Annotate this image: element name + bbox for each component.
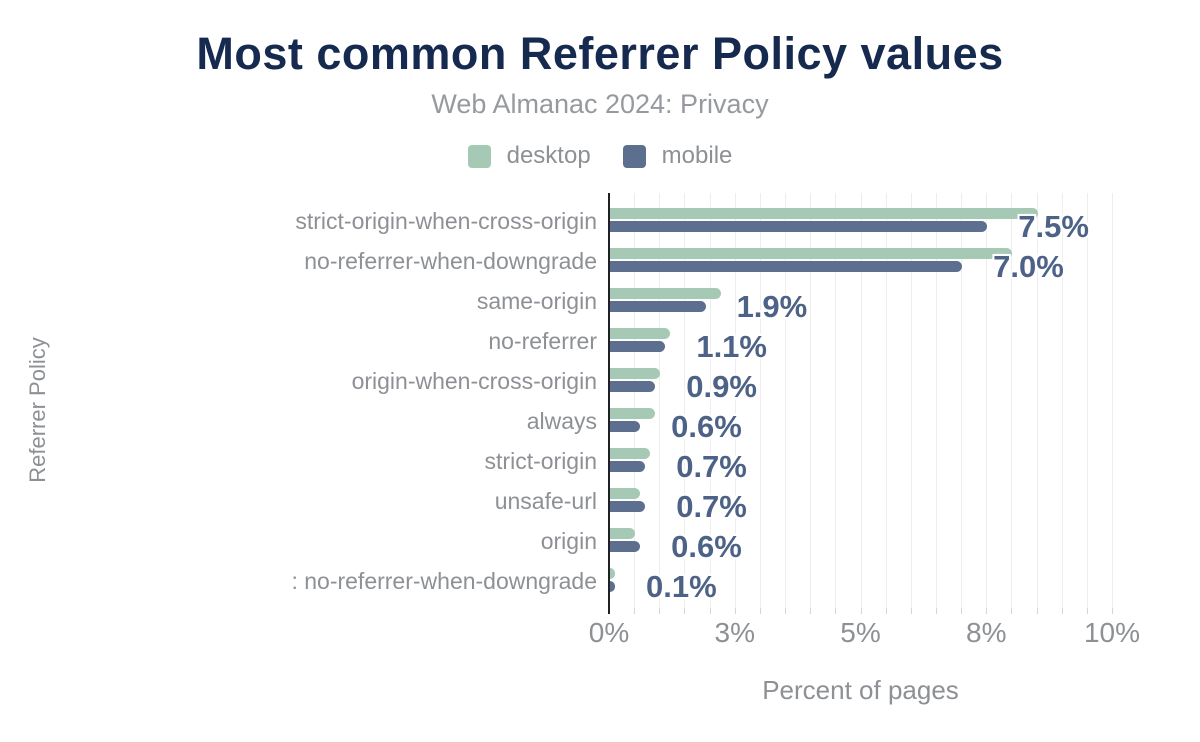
- gridline: [1011, 193, 1013, 608]
- x-tick-mark: [986, 608, 988, 614]
- value-label: 0.6%: [671, 408, 742, 444]
- y-axis-line: [608, 193, 610, 614]
- x-tick-label: 5%: [840, 617, 881, 648]
- gridline: [986, 193, 988, 608]
- bar-mobile: [610, 341, 666, 352]
- x-tick-mark: [1112, 608, 1113, 614]
- bar-mobile: [610, 501, 646, 512]
- bar-mobile: [610, 221, 988, 232]
- bar-mobile: [610, 381, 656, 392]
- gridline: [835, 193, 837, 608]
- x-tick-mark: [659, 608, 661, 614]
- bar-mobile: [610, 581, 616, 592]
- x-tick-label: 0%: [588, 617, 630, 648]
- bar-desktop: [610, 367, 661, 379]
- category-label: : no-referrer-when-downgrade: [291, 567, 597, 594]
- bar-desktop: [610, 247, 1013, 259]
- x-tick-mark: [860, 608, 862, 614]
- x-tick-mark: [684, 608, 686, 614]
- bar-desktop: [610, 447, 651, 459]
- x-axis-title: Percent of pages: [762, 675, 959, 705]
- x-tick-mark: [885, 608, 887, 614]
- x-tick-mark: [1011, 608, 1013, 614]
- bar-desktop: [610, 407, 656, 419]
- gridline: [910, 193, 912, 608]
- gridline: [885, 193, 887, 608]
- bar-desktop: [610, 527, 636, 539]
- value-label: 0.9%: [686, 368, 757, 404]
- value-label: 0.6%: [671, 528, 742, 564]
- bar-desktop: [610, 327, 671, 339]
- bar-desktop: [610, 487, 641, 499]
- x-tick-label: 3%: [714, 617, 755, 648]
- category-label: origin: [540, 527, 597, 554]
- x-tick-mark: [1036, 608, 1038, 614]
- x-tick-label: 10%: [1083, 617, 1141, 648]
- gridline: [659, 193, 661, 608]
- gridline: [634, 193, 636, 608]
- x-tick-mark: [835, 608, 837, 614]
- x-tick-mark: [785, 608, 787, 614]
- gridline: [785, 193, 787, 608]
- chart-subtitle: Web Almanac 2024: Privacy: [431, 89, 769, 119]
- gridline: [709, 193, 711, 608]
- gridline: [935, 193, 937, 608]
- gridline: [961, 193, 963, 608]
- x-tick-mark: [935, 608, 937, 614]
- gridline: [1036, 193, 1038, 608]
- gridline: [734, 193, 736, 608]
- x-tick-mark: [961, 608, 963, 614]
- value-label: 0.7%: [676, 448, 747, 484]
- bar-desktop: [610, 207, 1038, 219]
- gridline: [810, 193, 812, 608]
- x-tick-mark: [810, 608, 812, 614]
- value-label: 1.1%: [696, 328, 767, 364]
- value-label: 0.7%: [676, 488, 747, 524]
- category-label: strict-origin: [484, 447, 597, 474]
- category-label: no-referrer-when-downgrade: [304, 247, 597, 274]
- gridline: [860, 193, 862, 608]
- category-label: always: [526, 407, 597, 434]
- bar-mobile: [610, 541, 641, 552]
- gridline: [684, 193, 686, 608]
- bar-mobile: [610, 421, 641, 432]
- value-label: 0.1%: [646, 568, 717, 604]
- legend-item-mobile: mobile: [622, 142, 733, 169]
- bar-desktop: [610, 567, 616, 579]
- value-label: 7.0%: [993, 248, 1064, 284]
- category-label: same-origin: [476, 287, 597, 314]
- legend-label-mobile: mobile: [661, 142, 733, 169]
- gridline: [1061, 193, 1063, 608]
- bar-mobile: [610, 261, 963, 272]
- x-tick-mark: [910, 608, 912, 614]
- bar-desktop: [610, 287, 721, 299]
- bar-mobile: [610, 301, 706, 312]
- x-tick-mark: [734, 608, 736, 614]
- category-label: strict-origin-when-cross-origin: [295, 207, 597, 234]
- category-label: unsafe-url: [494, 487, 597, 514]
- legend: desktop mobile: [0, 142, 1200, 170]
- mobile-swatch: [622, 144, 646, 168]
- x-tick-mark: [1086, 608, 1088, 614]
- value-label: 7.5%: [1018, 208, 1089, 244]
- x-tick-label: 8%: [966, 617, 1007, 648]
- gridline: [1086, 193, 1088, 608]
- legend-item-desktop: desktop: [467, 142, 591, 169]
- legend-label-desktop: desktop: [506, 142, 591, 169]
- desktop-swatch: [467, 144, 491, 168]
- bar-mobile: [610, 461, 646, 472]
- plot-area: [609, 193, 1139, 614]
- x-tick-mark: [709, 608, 711, 614]
- gridline: [759, 193, 761, 608]
- chart-title: Most common Referrer Policy values: [196, 28, 1004, 79]
- x-tick-mark: [1061, 608, 1063, 614]
- gridline: [1112, 193, 1113, 608]
- value-label: 1.9%: [736, 288, 808, 324]
- x-tick-mark: [759, 608, 761, 614]
- category-label: origin-when-cross-origin: [351, 367, 597, 394]
- x-tick-mark: [634, 608, 636, 614]
- category-label: no-referrer: [488, 327, 597, 354]
